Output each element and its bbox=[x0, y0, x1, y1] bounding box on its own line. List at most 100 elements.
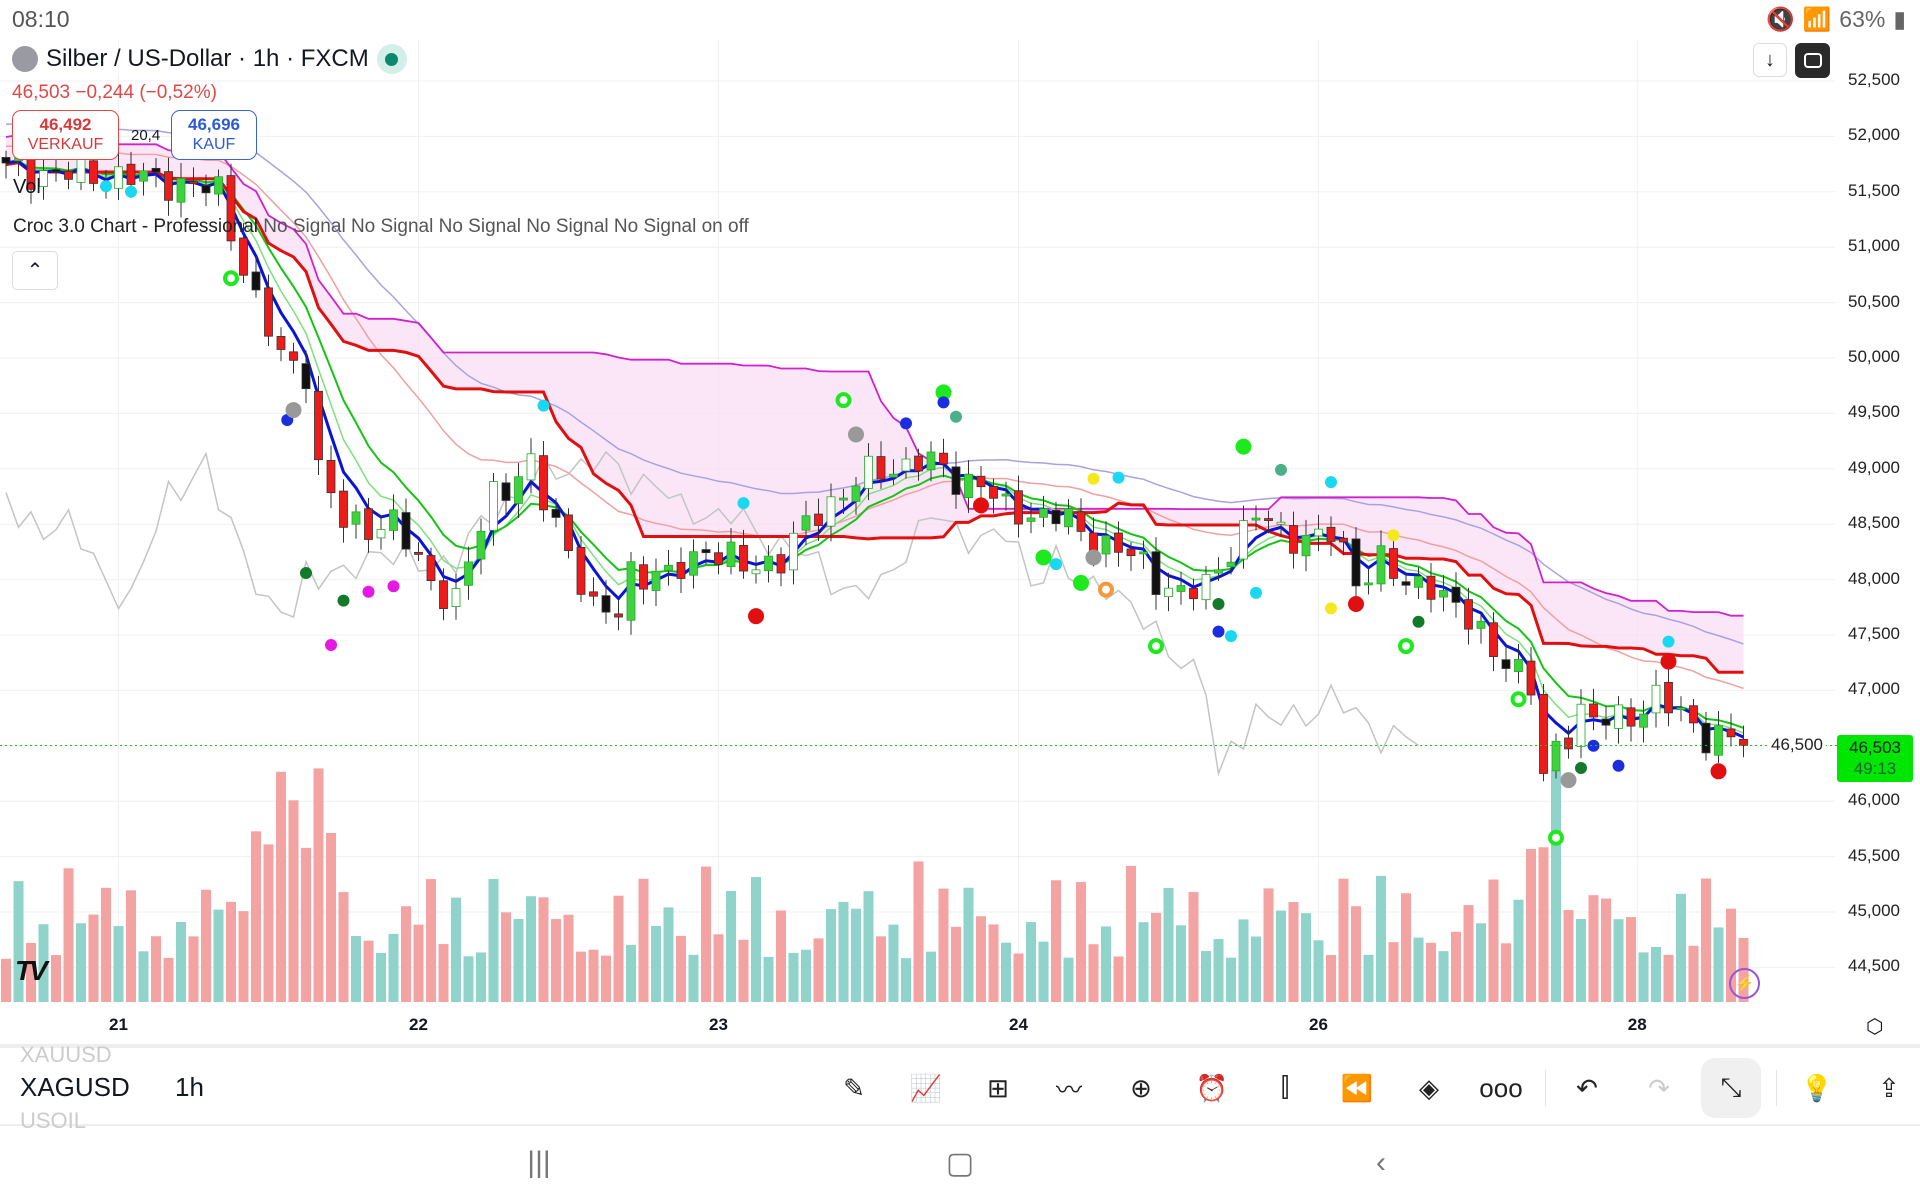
back-icon[interactable]: ‹ bbox=[1376, 1146, 1386, 1179]
candle bbox=[689, 539, 698, 589]
candle-body bbox=[576, 546, 586, 595]
volume-bar bbox=[426, 879, 436, 1002]
candle-body bbox=[1164, 587, 1173, 598]
volume-bar bbox=[1701, 878, 1711, 1002]
volume-bar bbox=[1613, 919, 1624, 1002]
redo-icon[interactable]: ↷ bbox=[1648, 1072, 1670, 1103]
lagging-line bbox=[5, 450, 1419, 777]
senkou-line bbox=[5, 133, 1744, 617]
compare-icon[interactable]: 〰 bbox=[1055, 1074, 1082, 1105]
candle bbox=[376, 515, 386, 550]
candle bbox=[1389, 535, 1398, 587]
more-icon[interactable]: ooo bbox=[1479, 1072, 1523, 1103]
volume-bar bbox=[163, 957, 174, 1002]
candle-body bbox=[701, 549, 711, 554]
candle bbox=[364, 497, 373, 553]
volume-bar bbox=[1638, 952, 1649, 1002]
candle-body bbox=[976, 475, 986, 488]
recent-apps-icon[interactable]: ||| bbox=[527, 1146, 551, 1179]
add-icon[interactable]: ⊕ bbox=[1130, 1072, 1152, 1103]
signal-dot-marker bbox=[937, 396, 950, 409]
alert-clock-icon[interactable]: ⏰ bbox=[1195, 1072, 1229, 1103]
candle bbox=[1176, 571, 1186, 605]
candle-body bbox=[1001, 493, 1011, 497]
green-ma-line bbox=[5, 160, 1744, 729]
wifi-icon: 📶 bbox=[1802, 6, 1832, 32]
candle bbox=[289, 342, 298, 374]
exit-fullscreen-icon[interactable]: ⤡ bbox=[1701, 1058, 1761, 1118]
replay-icon[interactable]: ⏪ bbox=[1340, 1072, 1374, 1103]
volume-bar bbox=[113, 926, 124, 1002]
volume-bar bbox=[613, 895, 624, 1002]
lightning-icon[interactable]: ⚡ bbox=[1729, 968, 1760, 999]
candle-body bbox=[551, 509, 561, 518]
indicator-legend[interactable]: Croc 3.0 Chart - Professional No Signal … bbox=[13, 216, 749, 238]
candle-body bbox=[1326, 526, 1336, 542]
home-icon[interactable]: ▢ bbox=[945, 1147, 975, 1180]
candle-body bbox=[1626, 707, 1636, 727]
undo-icon[interactable]: ↶ bbox=[1576, 1072, 1598, 1103]
volume-bar bbox=[1213, 938, 1224, 1002]
chart-title[interactable]: Silber / US-Dollar · 1h · FXCM bbox=[12, 44, 407, 74]
layout-grid-icon[interactable]: ⊞ bbox=[987, 1072, 1009, 1103]
price-tick-label: 52,000 bbox=[1848, 125, 1900, 145]
candle-body bbox=[1126, 548, 1136, 557]
volume-bar bbox=[576, 951, 586, 1002]
layers-icon[interactable]: ◈ bbox=[1419, 1072, 1439, 1103]
timeframe-selector[interactable]: 1h bbox=[175, 1072, 204, 1102]
tradingview-logo[interactable]: TV bbox=[15, 955, 48, 986]
volume-bar bbox=[1038, 941, 1049, 1002]
volume-bar bbox=[1013, 953, 1024, 1002]
candle bbox=[226, 163, 236, 251]
toolbar-divider bbox=[1545, 1070, 1546, 1106]
volume-bar bbox=[1563, 910, 1574, 1002]
symbol-next[interactable]: USOIL bbox=[20, 1108, 87, 1133]
spread: 20,4 bbox=[131, 127, 161, 144]
signal-dot-marker bbox=[1412, 615, 1425, 628]
drawing-tools-icon[interactable]: ✎ bbox=[843, 1072, 865, 1103]
candle-body bbox=[801, 515, 811, 531]
fullscreen-button[interactable] bbox=[1795, 43, 1830, 78]
signal-dot-marker bbox=[935, 384, 952, 401]
share-icon[interactable]: ⇪ bbox=[1878, 1072, 1900, 1103]
sell-button[interactable]: 46,492 VERKAUF bbox=[12, 110, 119, 160]
indicators-icon[interactable]: 📈 bbox=[909, 1072, 943, 1103]
candle bbox=[1689, 698, 1698, 733]
symbol-selector[interactable]: XAGUSD bbox=[20, 1072, 130, 1102]
candle-body bbox=[476, 530, 486, 560]
volume-bar bbox=[938, 888, 949, 1002]
candle-body bbox=[314, 390, 323, 461]
candle-body bbox=[426, 555, 436, 582]
volume-legend[interactable]: Vol bbox=[13, 176, 41, 198]
chart-type-candles-icon[interactable]: ⫿ bbox=[1280, 1072, 1290, 1102]
candle-body bbox=[1551, 740, 1561, 772]
candle bbox=[114, 151, 123, 201]
ideas-bulb-icon[interactable]: 💡 bbox=[1800, 1072, 1834, 1103]
candle-body bbox=[1076, 511, 1086, 532]
candle bbox=[751, 555, 761, 584]
candle bbox=[864, 443, 873, 501]
symbol-prev[interactable]: XAUUSD bbox=[20, 1042, 112, 1067]
buy-label: KAUF bbox=[192, 136, 236, 153]
buy-button[interactable]: 46,696 KAUF bbox=[171, 110, 257, 160]
candle bbox=[314, 375, 323, 475]
candle bbox=[539, 440, 548, 522]
candle-body bbox=[1114, 532, 1123, 553]
candle-body bbox=[1451, 586, 1461, 603]
volume-bar bbox=[438, 944, 449, 1002]
candle-body bbox=[214, 176, 223, 195]
candle-body bbox=[651, 570, 661, 591]
current-price-tag: 46,503 49:13 bbox=[1837, 735, 1913, 782]
chart-settings-icon[interactable]: ⬡ bbox=[1866, 1016, 1884, 1038]
candle bbox=[264, 274, 273, 346]
collapse-legend-button[interactable]: ⌃ bbox=[12, 251, 58, 290]
candle bbox=[964, 460, 973, 513]
scroll-down-button[interactable]: ↓ bbox=[1753, 43, 1787, 77]
signal-dot-marker bbox=[1035, 549, 1052, 566]
volume-bar bbox=[1176, 925, 1186, 1002]
signal-dot-marker bbox=[1212, 625, 1225, 638]
candle bbox=[1126, 542, 1136, 571]
volume-bar bbox=[1, 958, 11, 1002]
signal-dot-marker bbox=[950, 410, 962, 423]
